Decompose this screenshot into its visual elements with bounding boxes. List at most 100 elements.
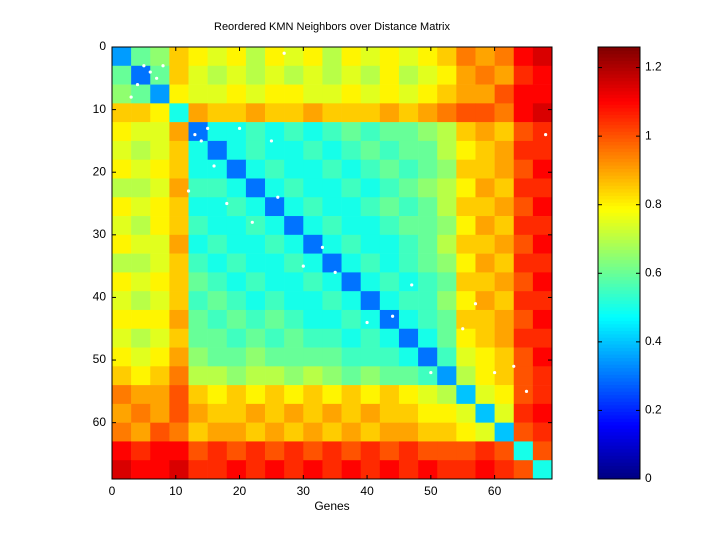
heatmap-cell [513, 197, 534, 217]
colorbar-swatch [598, 67, 640, 72]
heatmap-cell [532, 272, 553, 292]
heatmap-cell [284, 422, 304, 442]
colorbar-swatch [598, 124, 640, 129]
heatmap-cell [284, 84, 304, 104]
heatmap-cell [303, 272, 323, 292]
neighbor-dot [212, 164, 216, 168]
heatmap-cell [112, 159, 132, 179]
heatmap-cell [418, 197, 438, 217]
colorbar-swatch [598, 185, 640, 190]
heatmap-cell [418, 460, 438, 480]
heatmap-cell [456, 422, 476, 442]
heatmap-cell [131, 159, 151, 179]
heatmap-cell [513, 216, 534, 236]
heatmap-cell [188, 366, 208, 386]
neighbor-dot [493, 370, 497, 375]
heatmap-cell [494, 84, 515, 104]
heatmap-cell [398, 103, 419, 123]
heatmap-cell [112, 47, 132, 67]
heatmap-cell [188, 159, 208, 179]
colorbar-swatch [598, 452, 640, 456]
heatmap-cell [456, 460, 476, 480]
heatmap-cell [475, 140, 495, 160]
colorbar-swatch [598, 340, 640, 345]
heatmap-cell [226, 159, 247, 179]
x-tick-label: 0 [109, 484, 116, 498]
heatmap-cell [245, 272, 266, 292]
neighbor-dot [461, 327, 465, 331]
heatmap-cell [341, 216, 361, 236]
heatmap-cell [303, 159, 323, 179]
heatmap-cell [360, 328, 381, 348]
heatmap-cell [265, 197, 285, 217]
heatmap-cell [169, 47, 189, 67]
heatmap-cell [303, 441, 323, 461]
colorbar-swatch [598, 195, 640, 200]
heatmap-cell [360, 84, 381, 104]
heatmap-cell [513, 291, 534, 311]
heatmap-cell [437, 347, 457, 367]
heatmap-cell [303, 253, 323, 273]
heatmap-cell [169, 441, 189, 461]
heatmap-cell [150, 422, 170, 442]
heatmap-cell [150, 366, 170, 386]
heatmap-cell [437, 84, 457, 104]
colorbar-swatch [598, 273, 640, 277]
heatmap-cell [322, 347, 342, 367]
heatmap-cell [226, 178, 247, 198]
heatmap-cell [532, 159, 553, 179]
neighbor-dot [161, 64, 165, 68]
heatmap-cell [245, 460, 266, 480]
heatmap-cell [418, 65, 438, 85]
heatmap-cell [284, 197, 304, 217]
heatmap-cell [475, 216, 495, 236]
heatmap-cell [360, 309, 381, 330]
colorbar-swatch [598, 458, 640, 463]
heatmap-cell [398, 197, 419, 217]
heatmap-cell [112, 103, 132, 123]
neighbor-dot [186, 189, 191, 193]
heatmap-cell [265, 272, 285, 292]
colorbar-swatch [598, 148, 640, 153]
heatmap-cell [418, 403, 438, 423]
heatmap-cell [169, 385, 189, 405]
heatmap-cell [437, 291, 457, 311]
heatmap-cell [188, 216, 208, 236]
heatmap-cell [265, 366, 285, 386]
heatmap-cell [341, 140, 361, 160]
colorbar-swatch [598, 50, 640, 55]
heatmap-cell [169, 272, 189, 292]
heatmap-cell [398, 272, 419, 292]
heatmap-cell [379, 159, 400, 179]
colorbar-swatch [598, 161, 640, 166]
colorbar-swatch [598, 134, 640, 139]
heatmap-cell [322, 385, 342, 405]
heatmap-cell [245, 403, 266, 423]
heatmap-cell [532, 385, 553, 405]
heatmap-cell [245, 84, 266, 104]
heatmap-cell [513, 65, 534, 85]
heatmap-cell [112, 65, 132, 85]
heatmap-cell [112, 253, 132, 273]
plot-frame [111, 46, 553, 480]
heatmap-cell [265, 328, 285, 348]
heatmap-cell [418, 385, 438, 405]
heatmap-cell [379, 103, 400, 123]
colorbar-swatch [598, 131, 640, 136]
x-tick-label: 10 [169, 484, 183, 498]
heatmap-cell [475, 309, 495, 330]
heatmap-cell [494, 441, 515, 461]
heatmap-cell [360, 122, 381, 142]
colorbar-swatch [598, 320, 640, 325]
heatmap-cell [513, 178, 534, 198]
heatmap-cell [513, 385, 534, 405]
heatmap-cell [150, 140, 170, 160]
heatmap-cell [169, 178, 189, 198]
heatmap-cell [437, 178, 457, 198]
colorbar-swatch [598, 384, 640, 389]
heatmap-cell [188, 328, 208, 348]
colorbar-swatch [598, 475, 640, 480]
heatmap-cell [188, 347, 208, 367]
neighbor-dot [365, 320, 369, 325]
heatmap-cell [188, 122, 208, 142]
